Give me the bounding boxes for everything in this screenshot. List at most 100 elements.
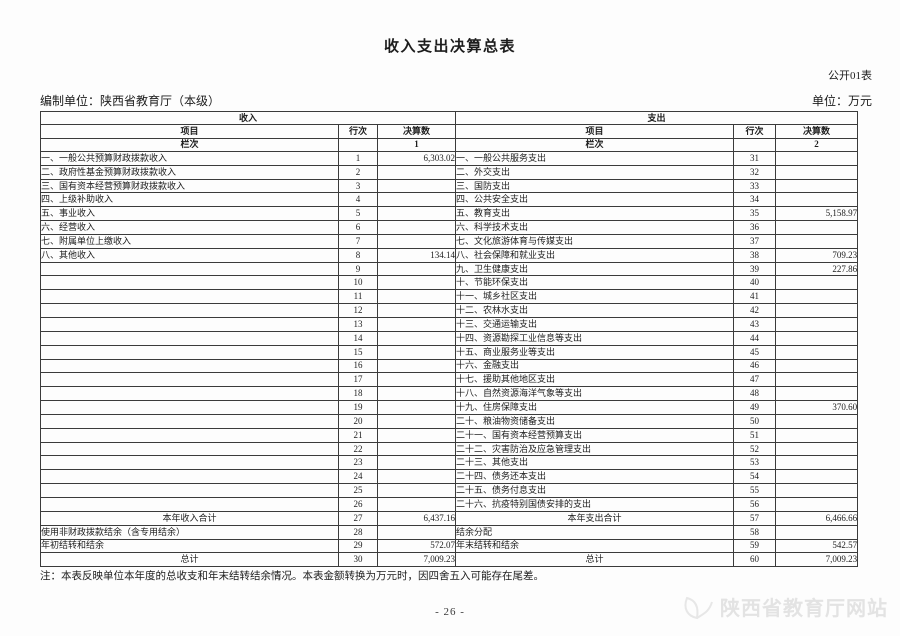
income-line-cell: 1 (338, 150, 378, 166)
income-item-cell (40, 372, 339, 388)
expense-column-index: 2 (775, 137, 859, 152)
table-row: 21 二十一、国有资本经营预算支出 51 (40, 427, 859, 443)
income-line-cell: 7 (338, 233, 378, 249)
expense-line-cell: 53 (733, 455, 777, 471)
expense-line-cell: 39 (733, 261, 777, 277)
income-line-cell: 28 (338, 524, 378, 540)
expense-amount-cell (775, 178, 859, 194)
income-amount-cell: 7,009.23 (376, 552, 457, 568)
expense-amount-cell (775, 358, 859, 374)
expense-item-cell: 二十一、国有资本经营预算支出 (455, 427, 735, 443)
expense-amount-cell (775, 344, 859, 360)
income-item-cell: 六、经营收入 (40, 220, 339, 235)
income-item-cell: 总计 (40, 552, 339, 568)
income-item-cell: 八、其他收入 (40, 247, 339, 263)
income-item-cell (40, 303, 339, 319)
income-line-cell: 14 (338, 330, 378, 346)
income-item-cell (40, 469, 339, 485)
expense-item-cell: 二十四、债务还本支出 (455, 469, 735, 485)
expense-item-cell: 九、卫生健康支出 (455, 261, 735, 277)
expense-line-cell: 55 (733, 483, 777, 498)
income-line-cell: 23 (338, 455, 378, 471)
table-row: 14 十四、资源勘探工业信息等支出 44 (40, 330, 859, 346)
expense-item-cell: 一、一般公共服务支出 (455, 150, 735, 166)
expense-amount-cell (775, 469, 859, 485)
table-row: 12 十二、农林水支出 42 (40, 303, 859, 319)
expense-item-cell: 五、教育支出 (455, 206, 735, 222)
income-line-cell: 20 (338, 413, 378, 429)
expense-amount-cell: 227.86 (775, 261, 859, 277)
income-item-col-header: 项目 (40, 124, 339, 139)
expense-line-cell: 50 (733, 413, 777, 429)
expense-line-cell: 45 (733, 344, 777, 360)
table-row: 16 十六、金融支出 46 (40, 358, 859, 374)
expense-item-cell: 十六、金融支出 (455, 358, 735, 374)
income-line-cell: 11 (338, 289, 378, 305)
income-amount-cell: 134.14 (376, 247, 457, 263)
income-amount-cell (376, 178, 457, 194)
income-amount-cell (376, 524, 457, 540)
expense-line-cell: 36 (733, 220, 777, 235)
income-line-cell: 4 (338, 192, 378, 208)
expense-line-cell: 47 (733, 372, 777, 388)
expense-amount-cell: 7,009.23 (775, 552, 859, 568)
table-row: 25 二十五、债务付息支出 55 (40, 483, 859, 498)
income-line-cell: 10 (338, 275, 378, 291)
income-amount-cell: 572.07 (376, 538, 457, 554)
expense-amount-cell (775, 150, 859, 166)
expense-item-cell: 十五、商业服务业等支出 (455, 344, 735, 360)
expense-item-cell: 三、国防支出 (455, 178, 735, 194)
expense-amount-cell (775, 455, 859, 471)
expense-line-cell: 46 (733, 358, 777, 374)
table-row: 一、一般公共预算财政拨款收入 1 6,303.02 一、一般公共服务支出 31 (40, 150, 859, 166)
expense-amount-cell (775, 441, 859, 457)
expense-item-cell: 年末结转和结余 (455, 538, 735, 554)
expense-item-col-header: 项目 (455, 124, 735, 139)
expense-line-index-blank (733, 137, 777, 152)
column-header-row: 项目 行次 决算数 项目 行次 决算数 (40, 124, 859, 139)
page-number: - 26 - (435, 606, 465, 618)
table-row: 24 二十四、债务还本支出 54 (40, 469, 859, 485)
table-note: 注：本表反映单位本年度的总收支和年末结转结余情况。本表金额转换为万元时，因四舍五… (40, 571, 544, 582)
income-line-cell: 3 (338, 178, 378, 194)
prepared-by-label: 编制单位：陕西省教育厅（本级） (40, 94, 221, 108)
income-amount-cell (376, 164, 457, 180)
income-amount-cell (376, 303, 457, 319)
table-row: 二、政府性基金预算财政拨款收入 2 二、外交支出 32 (40, 164, 859, 180)
income-line-cell: 17 (338, 372, 378, 388)
table-row: 13 十三、交通运输支出 43 (40, 317, 859, 332)
expense-amount-cell (775, 386, 859, 402)
expense-item-cell: 二、外交支出 (455, 164, 735, 180)
page-title: 收入支出决算总表 (383, 39, 516, 55)
table-row: 26 二十六、抗疫特别国债安排的支出 56 (40, 496, 859, 512)
expense-amount-cell (775, 220, 859, 235)
budget-summary-table: 收入 支出 项目 行次 决算数 项目 行次 决算数 栏次 1 栏次 2 一、一般… (39, 110, 859, 568)
expense-item-cell: 二十六、抗疫特别国债安排的支出 (455, 496, 735, 512)
table-row: 总计 30 7,009.23 总计 60 7,009.23 (40, 552, 859, 568)
expense-amount-cell (775, 496, 859, 512)
expense-item-cell: 二十、粮油物资储备支出 (455, 413, 735, 429)
table-row: 19 十九、住房保障支出 49 370.60 (40, 400, 859, 415)
expense-item-cell: 二十五、债务付息支出 (455, 483, 735, 498)
income-line-cell: 19 (338, 400, 378, 415)
expense-amount-cell: 5,158.97 (775, 206, 859, 222)
income-item-cell (40, 289, 339, 305)
table-row: 11 十一、城乡社区支出 41 (40, 289, 859, 305)
income-item-cell: 本年收入合计 (40, 510, 339, 526)
table-row: 23 二十三、其他支出 53 (40, 455, 859, 471)
expense-item-cell: 十八、自然资源海洋气象等支出 (455, 386, 735, 402)
table-row: 17 十七、援助其他地区支出 47 (40, 372, 859, 388)
income-line-cell: 27 (338, 510, 378, 526)
expense-amount-cell (775, 413, 859, 429)
income-amount-cell (376, 317, 457, 332)
table-row: 9 九、卫生健康支出 39 227.86 (40, 261, 859, 277)
income-amount-cell (376, 413, 457, 429)
expense-line-cell: 49 (733, 400, 777, 415)
income-amount-cell (376, 275, 457, 291)
expense-amount-col-header: 决算数 (775, 124, 859, 139)
table-row: 22 二十二、灾害防治及应急管理支出 52 (40, 441, 859, 457)
income-amount-cell (376, 289, 457, 305)
income-amount-cell (376, 330, 457, 346)
expense-item-cell: 七、文化旅游体育与传媒支出 (455, 233, 735, 249)
